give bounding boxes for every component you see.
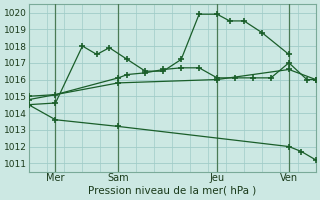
X-axis label: Pression niveau de la mer( hPa ): Pression niveau de la mer( hPa ) (88, 186, 256, 196)
